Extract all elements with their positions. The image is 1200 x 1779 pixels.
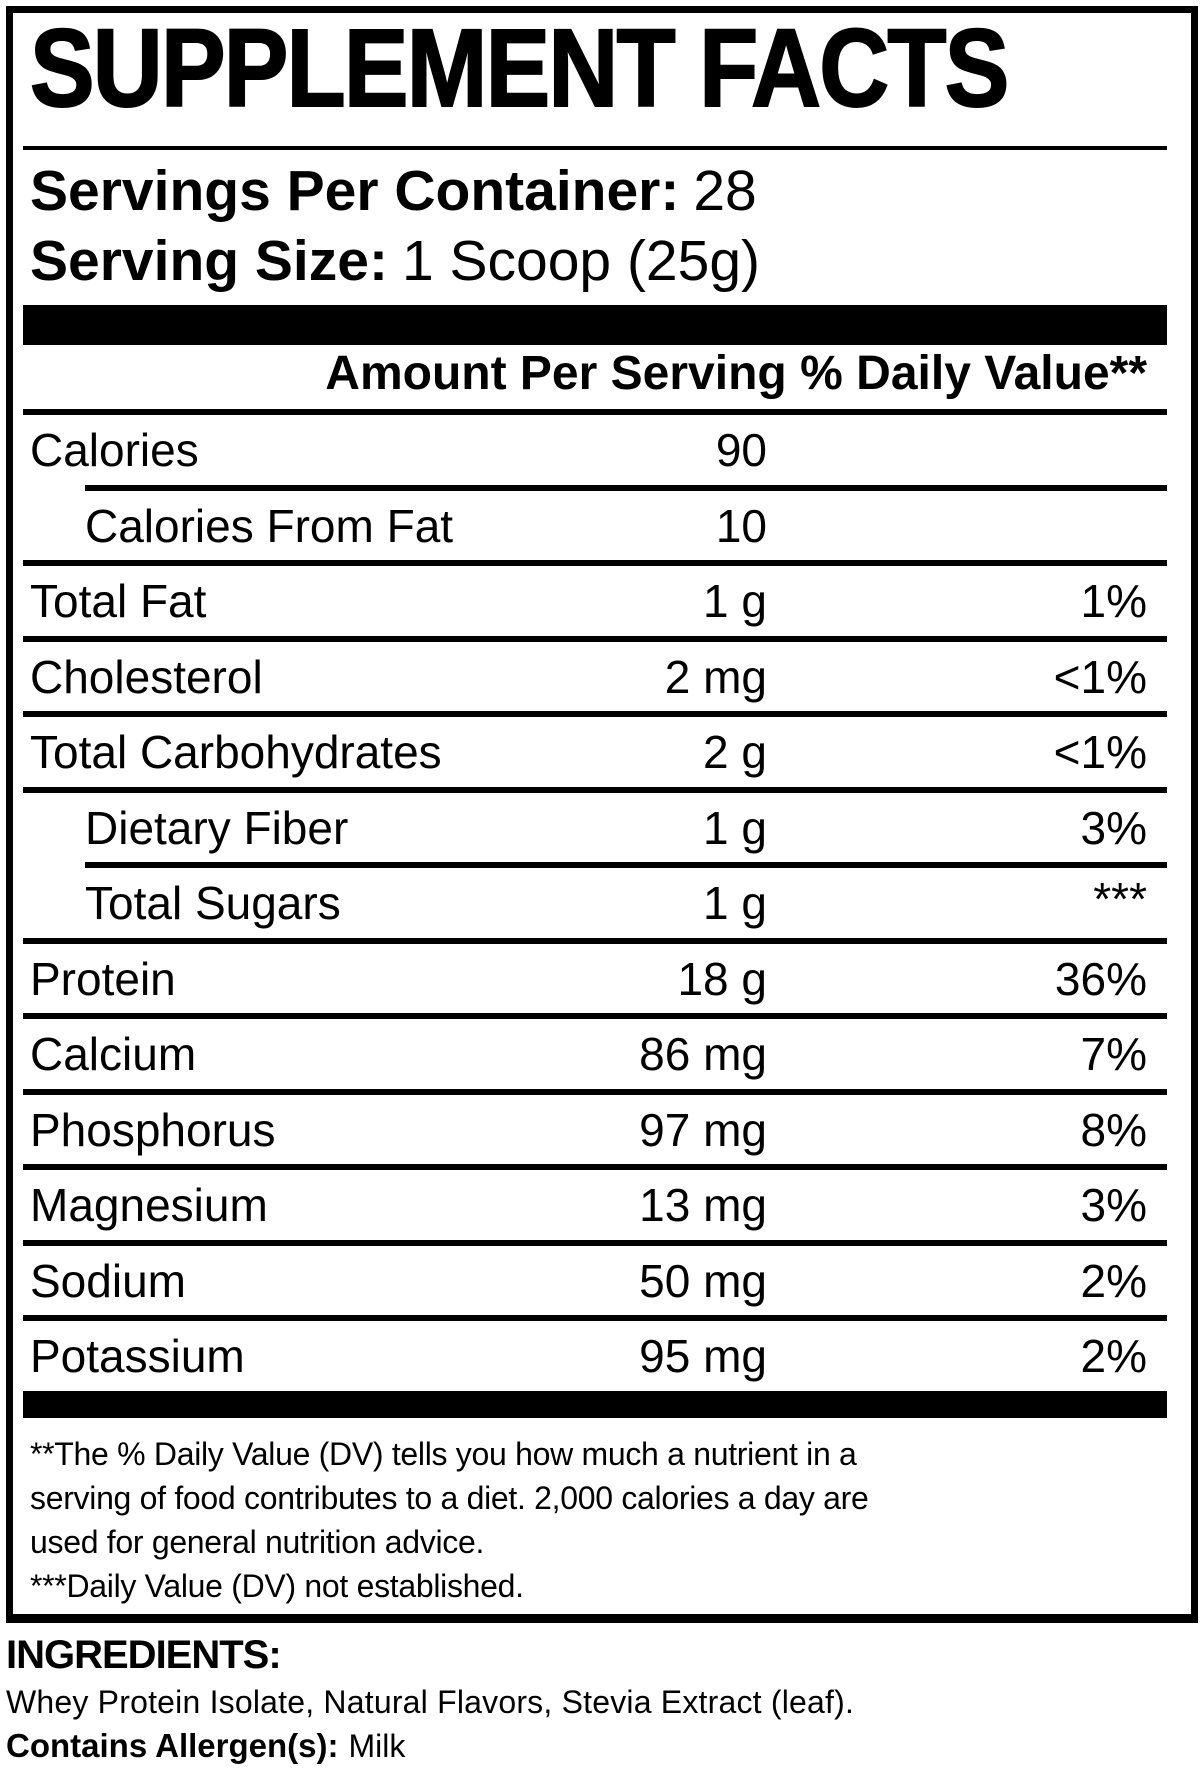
daily-value-header: % Daily Value** (800, 347, 1147, 401)
table-row-dietary-fiber: Dietary Fiber 1 g 3% (23, 793, 1167, 863)
table-row-cholesterol: Cholesterol 2 mg <1% (23, 642, 1167, 712)
panel-title: SUPPLEMENT FACTS (29, 7, 1010, 130)
nutrient-amount: 18 g (677, 952, 767, 1005)
nutrient-dv: 7% (1080, 1028, 1147, 1081)
nutrient-amount: 1 g (703, 575, 767, 628)
supplement-facts-panel: SUPPLEMENT FACTS Servings Per Container:… (6, 6, 1198, 1623)
nutrient-amount: 13 mg (639, 1179, 767, 1232)
nutrient-label: Calories (30, 424, 199, 477)
nutrient-label: Sodium (30, 1254, 186, 1307)
row-divider (23, 409, 1167, 416)
amount-per-serving-header: Amount Per Serving (325, 347, 787, 401)
table-row-calories-from-fat: Calories From Fat 10 (23, 491, 1167, 561)
nutrient-amount: 2 mg (664, 650, 767, 703)
nutrient-label: Magnesium (30, 1179, 268, 1232)
footnote-line: **The % Daily Value (DV) tells you how m… (30, 1435, 857, 1472)
nutrient-dv: <1% (1053, 650, 1147, 703)
footnotes: **The % Daily Value (DV) tells you how m… (30, 1432, 1167, 1608)
footnote-line: ***Daily Value (DV) not established. (30, 1567, 524, 1604)
table-row-sodium: Sodium 50 mg 2% (23, 1246, 1167, 1316)
servings-per-container-line: Servings Per Container: 28 (30, 156, 1167, 226)
nutrient-dv: 3% (1080, 1179, 1147, 1232)
table-row-total-fat: Total Fat 1 g 1% (23, 566, 1167, 636)
ingredients-list: Whey Protein Isolate, Natural Flavors, S… (6, 1684, 855, 1720)
nutrient-amount: 97 mg (639, 1103, 767, 1156)
row-divider (85, 484, 1167, 491)
nutrient-amount: 2 g (703, 726, 767, 779)
table-row-magnesium: Magnesium 13 mg 3% (23, 1170, 1167, 1240)
nutrient-dv: <1% (1053, 726, 1147, 779)
nutrient-label: Cholesterol (30, 650, 263, 703)
nutrient-dv: 3% (1080, 801, 1147, 854)
table-row-phosphorus: Phosphorus 97 mg 8% (23, 1095, 1167, 1165)
section-divider-bar-bottom (23, 1390, 1167, 1418)
nutrient-label: Total Carbohydrates (30, 726, 442, 779)
nutrient-dv: 36% (1054, 952, 1147, 1005)
title-divider (23, 146, 1167, 151)
nutrient-amount: 95 mg (639, 1330, 767, 1383)
ingredients-section: INGREDIENTS: Whey Protein Isolate, Natur… (6, 1632, 1186, 1768)
row-divider (23, 1239, 1167, 1246)
table-column-header: Amount Per Serving % Daily Value** (23, 345, 1167, 409)
table-row-total-sugars: Total Sugars 1 g *** (23, 868, 1167, 938)
row-divider (23, 786, 1167, 793)
nutrient-label: Protein (30, 952, 176, 1005)
footnote-line: serving of food contributes to a diet. 2… (30, 1479, 869, 1516)
serving-size-value: 1 Scoop (25g) (401, 229, 761, 294)
nutrient-amount: 50 mg (639, 1254, 767, 1307)
allergen-value: Milk (348, 1728, 406, 1764)
row-divider (23, 711, 1167, 718)
table-row-potassium: Potassium 95 mg 2% (23, 1321, 1167, 1391)
servings-per-container-value: 28 (693, 159, 757, 224)
nutrient-amount: 10 (715, 499, 767, 552)
nutrient-dv: 8% (1080, 1103, 1147, 1156)
allergen-line: Contains Allergen(s): Milk (6, 1724, 1186, 1768)
nutrient-label: Potassium (30, 1330, 245, 1383)
nutrient-amount: 1 g (703, 877, 767, 930)
nutrient-label: Phosphorus (30, 1103, 276, 1156)
row-divider (23, 1164, 1167, 1171)
allergen-label: Contains Allergen(s): (6, 1727, 339, 1764)
row-divider (23, 635, 1167, 642)
servings-per-container-label: Servings Per Container: (30, 159, 680, 224)
nutrient-label: Total Sugars (85, 877, 341, 930)
row-divider (23, 1013, 1167, 1020)
serving-size-line: Serving Size: 1 Scoop (25g) (30, 226, 1167, 296)
section-divider-bar-top (23, 305, 1167, 346)
row-divider (85, 862, 1167, 869)
nutrient-label: Dietary Fiber (85, 801, 349, 854)
nutrient-label: Calcium (30, 1028, 197, 1081)
nutrient-label: Total Fat (30, 575, 207, 628)
row-divider (23, 937, 1167, 944)
row-divider (23, 560, 1167, 567)
nutrient-amount: 1 g (703, 801, 767, 854)
table-row-protein: Protein 18 g 36% (23, 944, 1167, 1014)
nutrient-dv: 1% (1080, 575, 1147, 628)
table-row-total-carbohydrates: Total Carbohydrates 2 g <1% (23, 717, 1167, 787)
serving-size-label: Serving Size: (30, 229, 388, 294)
row-divider (23, 1088, 1167, 1095)
panel-title-wrap: SUPPLEMENT FACTS (23, 7, 1167, 130)
nutrient-dv: 2% (1080, 1330, 1147, 1383)
row-divider (23, 1315, 1167, 1322)
nutrient-amount: 90 (715, 424, 767, 477)
footnote-line: used for general nutrition advice. (30, 1523, 485, 1560)
nutrient-amount: 86 mg (639, 1028, 767, 1081)
nutrient-dv: 2% (1080, 1254, 1147, 1307)
table-row-calories: Calories 90 (23, 415, 1167, 485)
ingredients-heading: INGREDIENTS: (6, 1633, 282, 1677)
nutrient-label: Calories From Fat (85, 499, 454, 552)
nutrient-dv: *** (1093, 873, 1147, 926)
table-row-calcium: Calcium 86 mg 7% (23, 1019, 1167, 1089)
